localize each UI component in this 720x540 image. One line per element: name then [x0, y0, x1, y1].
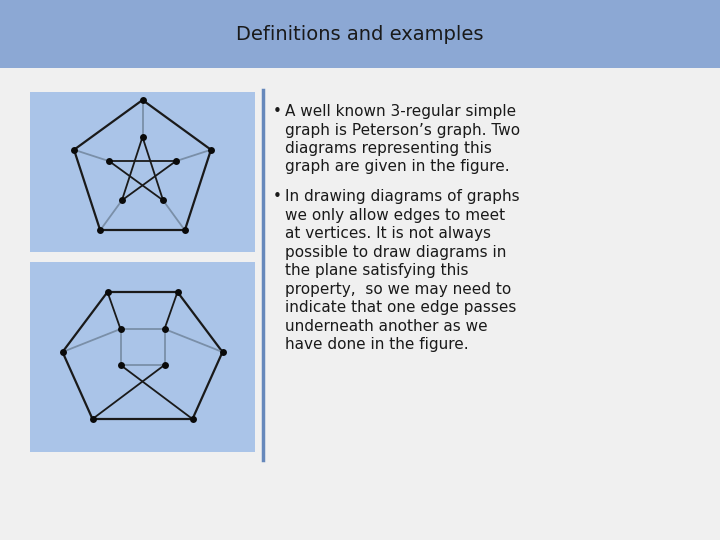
- Text: we only allow edges to meet: we only allow edges to meet: [285, 207, 505, 222]
- Text: diagrams representing this: diagrams representing this: [285, 141, 492, 156]
- Text: the plane satisfying this: the plane satisfying this: [285, 263, 469, 278]
- Text: have done in the figure.: have done in the figure.: [285, 337, 469, 352]
- FancyBboxPatch shape: [30, 262, 255, 452]
- Text: indicate that one edge passes: indicate that one edge passes: [285, 300, 516, 315]
- Text: •: •: [273, 189, 282, 204]
- Text: A well known 3-regular simple: A well known 3-regular simple: [285, 104, 516, 119]
- FancyBboxPatch shape: [0, 0, 720, 68]
- Text: Definitions and examples: Definitions and examples: [236, 24, 484, 44]
- Text: at vertices. It is not always: at vertices. It is not always: [285, 226, 491, 241]
- FancyBboxPatch shape: [30, 92, 255, 252]
- Text: property,  so we may need to: property, so we may need to: [285, 281, 511, 296]
- Text: possible to draw diagrams in: possible to draw diagrams in: [285, 245, 506, 260]
- Text: •: •: [273, 104, 282, 119]
- Text: In drawing diagrams of graphs: In drawing diagrams of graphs: [285, 189, 520, 204]
- Text: underneath another as we: underneath another as we: [285, 319, 487, 334]
- Text: graph are given in the figure.: graph are given in the figure.: [285, 159, 510, 174]
- Text: graph is Peterson’s graph. Two: graph is Peterson’s graph. Two: [285, 123, 520, 138]
